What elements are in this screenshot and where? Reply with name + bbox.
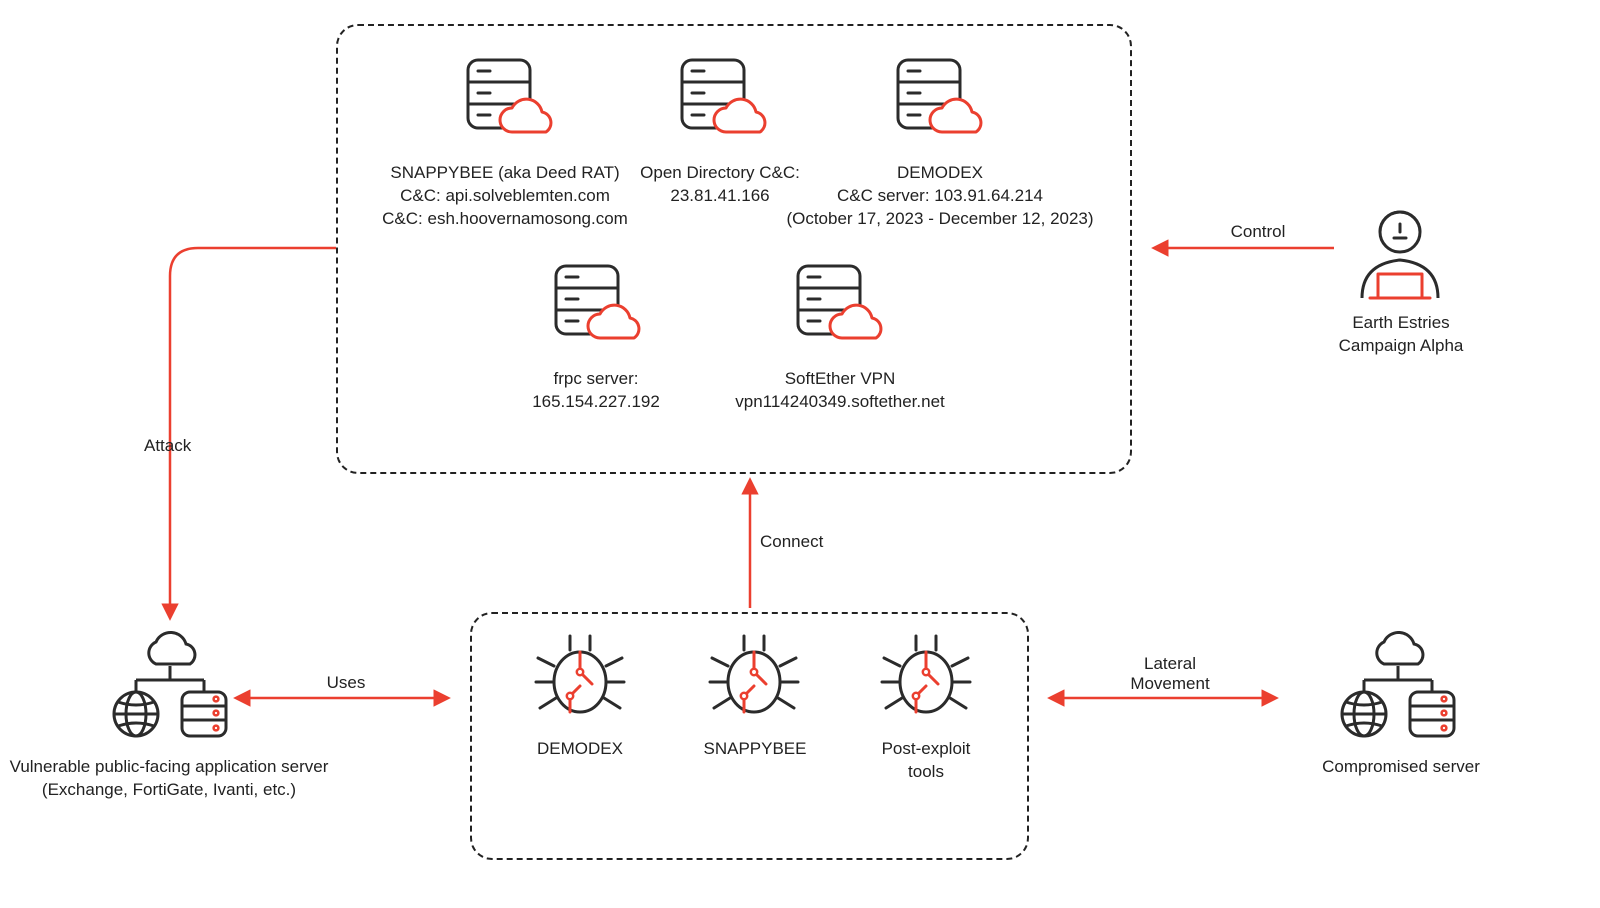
edge-attack-label: Attack [144,436,214,456]
comp-server-label: Compromised server [1276,756,1526,779]
malware-box [470,612,1029,860]
softether-label: SoftEther VPN vpn114240349.softether.net [700,368,980,414]
edge-attack [170,248,336,618]
bug-snappybee-label: SNAPPYBEE [670,738,840,761]
actor-label: Earth Estries Campaign Alpha [1286,312,1516,358]
edge-control-label: Control [1218,222,1298,242]
compromised-server-icon [1342,632,1454,736]
bug-demodex-label: DEMODEX [500,738,660,761]
vuln-server-label: Vulnerable public-facing application ser… [0,756,354,802]
frpc-label: frpc server: 165.154.227.192 [486,368,706,414]
threat-actor-icon [1362,212,1438,298]
edge-uses-label: Uses [316,673,376,693]
edge-lateral-label: Lateral Movement [1080,654,1260,694]
bug-postexploit-label: Post-exploit tools [846,738,1006,784]
edge-connect-label: Connect [760,532,850,552]
vulnerable-server-icon [114,632,226,736]
demodex-cc-label: DEMODEX C&C server: 103.91.64.214 (Octob… [770,162,1110,231]
